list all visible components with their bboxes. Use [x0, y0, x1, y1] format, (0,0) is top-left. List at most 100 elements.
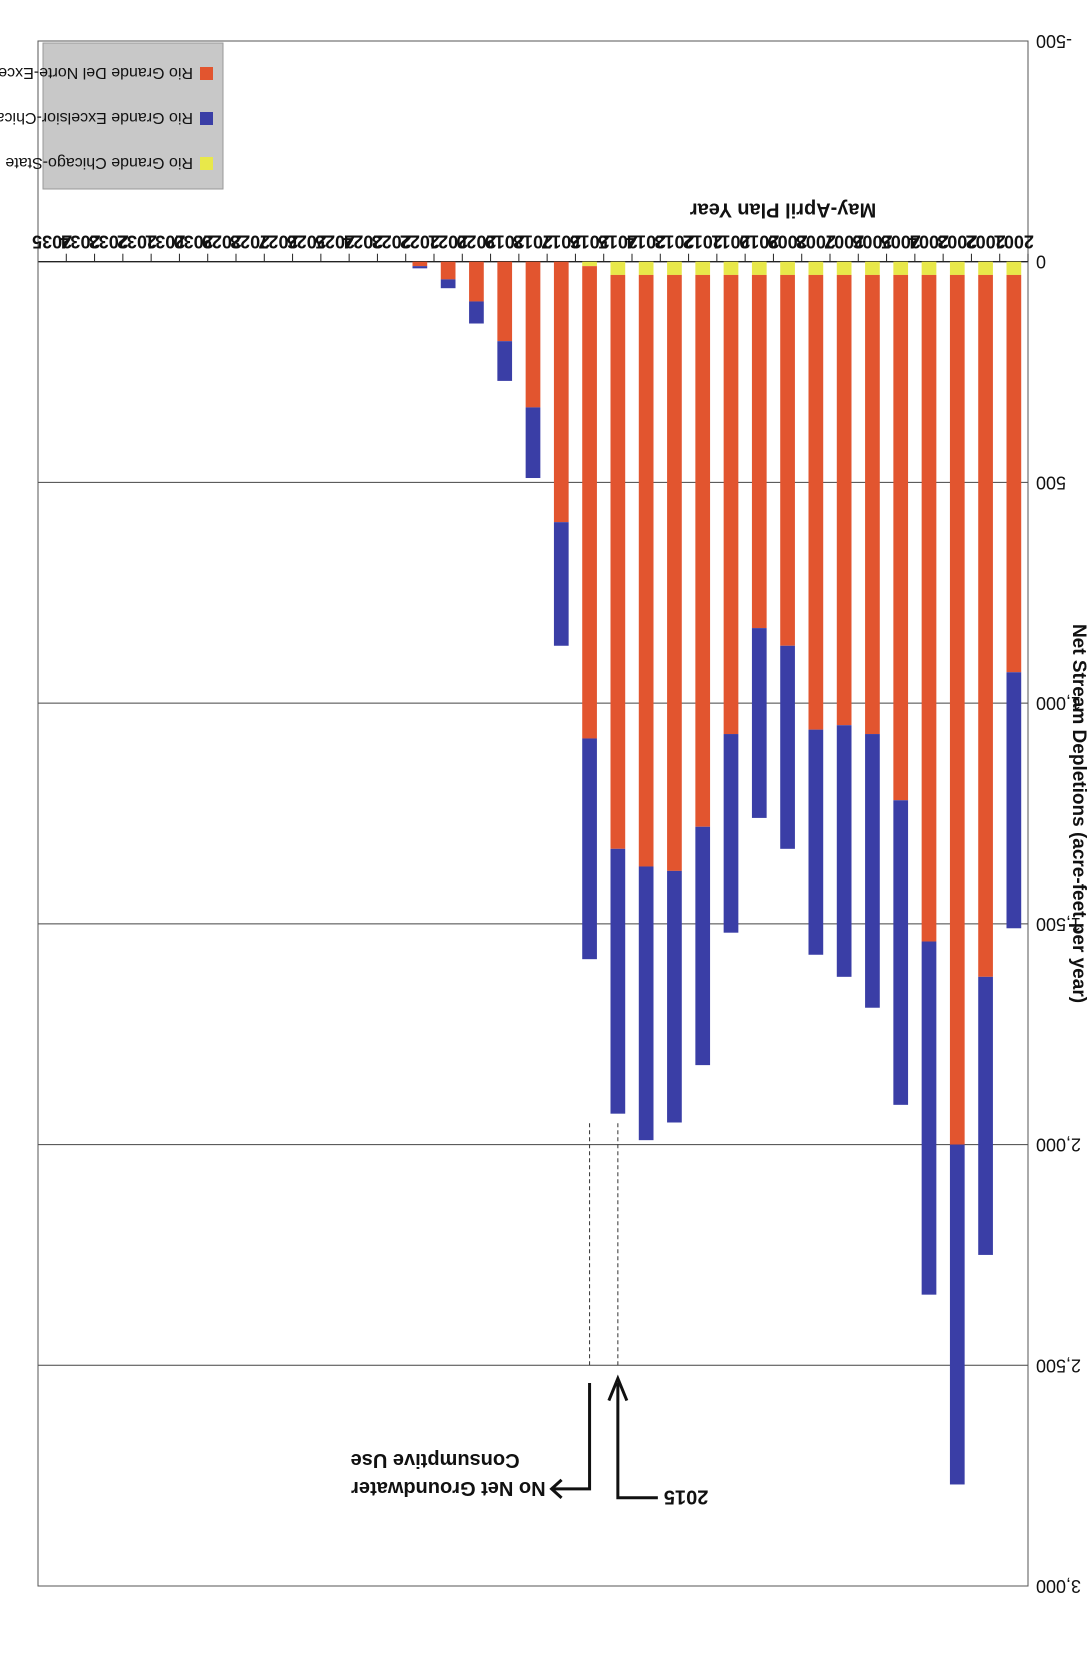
x-tick-label: 2032 [117, 232, 157, 252]
y-axis-title: Net Stream Depletions (acre-feet per yea… [1068, 624, 1088, 1003]
bar-2009-rio-grande-excelsior-chicago [780, 645, 795, 849]
legend-box [42, 42, 224, 190]
bar-2018-rio-grande-excelsior-chicago [525, 407, 541, 479]
bar-2004-rio-grande-chicago-state-line [921, 261, 937, 275]
bar-2004-rio-grande-excelsior-chicago [921, 941, 937, 1295]
x-tick-label: 2009 [768, 232, 808, 252]
x-tick-label: 2030 [174, 232, 214, 252]
x-tick-label: 2001 [994, 232, 1034, 252]
bar-2011-rio-grande-chicago-state-line [723, 261, 739, 275]
annotation-arrow-2016 [553, 1382, 592, 1491]
bar-2022-rio-grande-excelsior-chicago [412, 266, 428, 269]
bar-2021-rio-grande-excelsior-chicago [440, 279, 456, 289]
x-tick-label: 2014 [626, 232, 666, 252]
bar-2017-rio-grande-del-norte-excelsior [553, 261, 569, 523]
x-tick-label: 2023 [372, 232, 412, 252]
bar-2019-rio-grande-excelsior-chicago [497, 341, 513, 381]
bar-2001-rio-grande-excelsior-chicago [1006, 672, 1022, 929]
bar-2011-rio-grande-excelsior-chicago [723, 734, 739, 933]
x-tick-label: 2020 [456, 232, 496, 252]
x-tick-label: 2035 [32, 232, 72, 252]
x-tick-label: 2029 [202, 232, 242, 252]
bar-2009-rio-grande-chicago-state-line [780, 261, 795, 275]
bar-2013-rio-grande-chicago-state-line [667, 261, 682, 275]
annotation-no-net-line2: Consumptive Use [351, 1449, 520, 1471]
legend-label: Rio Grande Chicago-State Line [0, 154, 193, 171]
x-tick-label: 2024 [343, 232, 383, 252]
y-tick-label: 0 [1036, 252, 1046, 272]
bar-2006-rio-grande-excelsior-chicago [865, 734, 880, 1008]
y-tick-label: 2,000 [1036, 1135, 1081, 1155]
x-tick-label: 2005 [881, 232, 921, 252]
bar-2003-rio-grande-del-norte-excelsior [949, 274, 965, 1145]
bar-2003-rio-grande-chicago-state-line [949, 261, 965, 275]
y-tick-label: 1,500 [1036, 914, 1081, 934]
x-tick-label: 2011 [711, 232, 750, 252]
bar-2012-rio-grande-chicago-state-line [695, 261, 711, 275]
x-tick-label: 2028 [230, 232, 270, 252]
legend-label: Rio Grande Del Norte-Excelsior [0, 64, 193, 81]
bar-2018-rio-grande-del-norte-excelsior [525, 261, 541, 408]
bar-2016-rio-grande-chicago-state-line [582, 261, 597, 267]
x-tick-label: 2004 [909, 232, 949, 252]
bar-2014-rio-grande-del-norte-excelsior [638, 274, 654, 867]
bar-2005-rio-grande-del-norte-excelsior [893, 274, 909, 801]
x-tick-label: 2012 [683, 232, 723, 252]
bar-2009-rio-grande-del-norte-excelsior [780, 274, 795, 646]
x-tick-label: 2031 [145, 232, 185, 252]
annotation-arrow-2015 [616, 1382, 658, 1500]
y-tick-label: 2,500 [1036, 1355, 1081, 1375]
annotation-2015-label: 2015 [664, 1486, 709, 1508]
bar-2016-rio-grande-excelsior-chicago [582, 738, 597, 960]
bar-2015-rio-grande-del-norte-excelsior [610, 274, 626, 849]
x-tick-label: 2021 [428, 232, 468, 252]
x-tick-label: 2016 [570, 232, 610, 252]
bar-2014-rio-grande-excelsior-chicago [638, 866, 654, 1141]
y-tick-label: 1,000 [1036, 693, 1081, 713]
bar-2020-rio-grande-del-norte-excelsior [469, 261, 484, 302]
x-tick-label: 2010 [739, 232, 779, 252]
bar-2005-rio-grande-chicago-state-line [893, 261, 909, 275]
bar-2001-rio-grande-del-norte-excelsior [1006, 274, 1022, 673]
x-axis-title: May-April Plan Year [690, 199, 877, 221]
bar-2014-rio-grande-chicago-state-line [638, 261, 654, 275]
bar-2002-rio-grande-excelsior-chicago [978, 976, 993, 1255]
bar-2006-rio-grande-del-norte-excelsior [865, 274, 880, 735]
bar-2007-rio-grande-excelsior-chicago [836, 725, 852, 977]
annotations: 2015 No Net Groundwater Consumptive Use [351, 1122, 709, 1508]
legend-swatch [200, 157, 213, 170]
bars [412, 261, 1022, 1485]
legend-swatch [200, 67, 213, 80]
bar-2021-rio-grande-del-norte-excelsior [440, 261, 456, 280]
annotation-no-net-line1: No Net Groundwater [351, 1477, 546, 1499]
y-tick-label: 500 [1036, 472, 1066, 492]
bar-2015-rio-grande-chicago-state-line [610, 261, 626, 275]
x-tick-label: 2007 [824, 232, 864, 252]
x-tick-label: 2017 [541, 232, 581, 252]
legend-label: Rio Grande Excelsior-Chicago [0, 109, 193, 126]
bar-2015-rio-grande-excelsior-chicago [610, 848, 626, 1114]
y-tick-label: -500 [1036, 31, 1072, 51]
bar-2017-rio-grande-excelsior-chicago [553, 522, 569, 646]
axes: -500 0 500 1,000 1,500 2,000 2,500 3,000 Net Str… [32, 31, 1088, 1596]
bar-2012-rio-grande-excelsior-chicago [695, 826, 711, 1066]
x-tick-label: 2003 [937, 232, 977, 252]
bar-2006-rio-grande-chicago-state-line [865, 261, 880, 275]
bar-2007-rio-grande-chicago-state-line [836, 261, 852, 275]
bar-2008-rio-grande-excelsior-chicago [808, 729, 824, 955]
x-tick-label: 2008 [796, 232, 836, 252]
x-tick-label: 2019 [485, 232, 525, 252]
bar-2013-rio-grande-del-norte-excelsior [667, 274, 682, 871]
plot-border [37, 40, 1029, 1587]
x-tick-label: 2026 [287, 232, 327, 252]
bar-2013-rio-grande-excelsior-chicago [667, 870, 682, 1123]
bar-2010-rio-grande-chicago-state-line [751, 261, 767, 275]
bar-2022-rio-grande-del-norte-excelsior [412, 261, 428, 267]
x-tick-label: 2025 [315, 232, 355, 252]
bar-2007-rio-grande-del-norte-excelsior [836, 274, 852, 726]
bar-2002-rio-grande-del-norte-excelsior [978, 274, 993, 977]
x-tick-label: 2022 [400, 232, 440, 252]
legend: Rio Grande Chicago-State Line Rio Grande … [0, 42, 224, 190]
